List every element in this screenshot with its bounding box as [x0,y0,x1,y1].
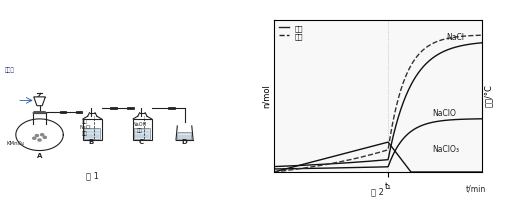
Legend: 物质, 温度: 物质, 温度 [277,23,305,41]
Text: D: D [182,139,188,145]
Polygon shape [60,111,66,113]
Polygon shape [84,128,100,139]
Polygon shape [110,107,117,109]
Text: KMnO₄: KMnO₄ [7,141,25,146]
Circle shape [43,136,47,138]
Text: NaClO₃: NaClO₃ [432,145,459,154]
Y-axis label: 温度/°C: 温度/°C [484,85,493,107]
Text: NaOH
溶液: NaOH 溶液 [133,122,147,133]
Text: 图 1: 图 1 [86,172,99,181]
Text: t/min: t/min [465,184,486,193]
Text: 饱和
NaCl
溶液: 饱和 NaCl 溶液 [79,119,91,136]
Circle shape [38,139,41,141]
Text: 浓盐酸: 浓盐酸 [5,68,15,73]
Polygon shape [33,112,46,113]
Text: B: B [88,139,94,145]
Polygon shape [76,111,82,113]
Text: 图 2: 图 2 [371,187,384,196]
Polygon shape [134,128,150,139]
Polygon shape [168,107,174,109]
Text: NaClO: NaClO [432,109,456,118]
Text: A: A [37,153,42,159]
Text: NaCl: NaCl [446,33,464,42]
Polygon shape [34,97,45,106]
Circle shape [41,134,44,136]
Polygon shape [35,98,44,104]
Polygon shape [177,132,192,140]
Circle shape [32,137,36,139]
Circle shape [35,135,39,137]
Text: C: C [138,139,143,145]
Y-axis label: n/mol: n/mol [262,84,271,108]
Polygon shape [127,107,134,109]
